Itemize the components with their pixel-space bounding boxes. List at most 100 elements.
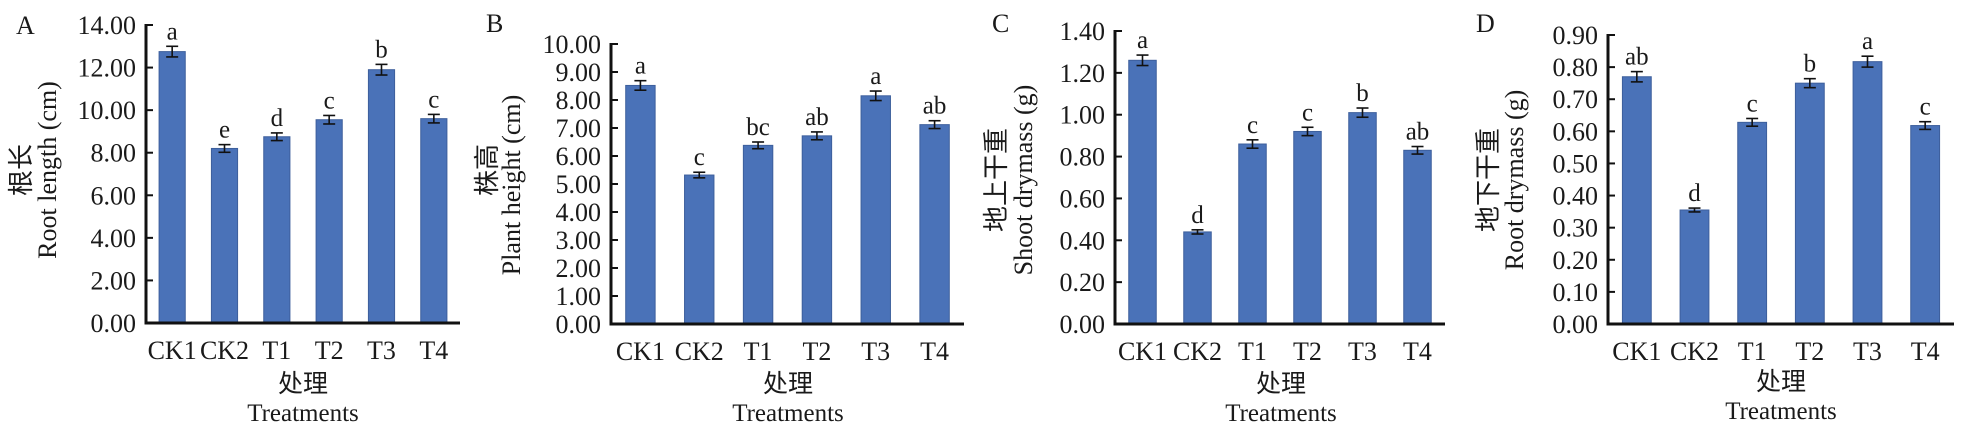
x-tick-label: T2 bbox=[315, 336, 344, 365]
y-tick-label: 1.00 bbox=[1060, 101, 1106, 130]
x-axis-title-cn: 处理 bbox=[1256, 370, 1306, 398]
y-tick-label: 3.00 bbox=[556, 226, 602, 255]
significance-label: c bbox=[1302, 99, 1313, 126]
x-tick-label: T4 bbox=[1403, 337, 1432, 366]
bar bbox=[1852, 61, 1883, 325]
panel-letter: C bbox=[992, 9, 1009, 38]
y-tick-label: 0.60 bbox=[1060, 184, 1106, 213]
y-tick-label: 0.00 bbox=[556, 310, 602, 339]
significance-label: d bbox=[271, 105, 284, 132]
bar bbox=[860, 95, 891, 325]
panel-a: A 根长 Root length (cm) 处理 Treatments 0.00… bbox=[7, 11, 460, 427]
y-tick-label: 0.00 bbox=[1553, 310, 1599, 339]
panel-c: C 地上干重 Shoot drymass (g) 处理 Treatments 0… bbox=[982, 9, 1445, 427]
x-tick-label: CK2 bbox=[200, 336, 249, 365]
y-tick-label: 2.00 bbox=[556, 254, 602, 283]
significance-label: d bbox=[1191, 202, 1204, 229]
y-tick-label: 8.00 bbox=[91, 139, 137, 168]
x-tick-label: T4 bbox=[920, 337, 949, 366]
bar bbox=[1183, 231, 1212, 325]
y-tick-label: 7.00 bbox=[556, 114, 602, 143]
bar bbox=[315, 119, 343, 324]
x-axis-title: Treatments bbox=[247, 400, 359, 427]
x-axis-title: Treatments bbox=[732, 400, 844, 427]
significance-label: ab bbox=[1625, 44, 1649, 71]
y-axis-title: Root drymass (g) bbox=[1500, 90, 1529, 271]
y-tick-label: 14.00 bbox=[78, 11, 137, 40]
significance-label: a bbox=[1137, 27, 1148, 54]
panel-letter: A bbox=[16, 11, 35, 40]
bar bbox=[210, 147, 239, 324]
y-tick-label: 0.10 bbox=[1553, 278, 1599, 307]
bar bbox=[1293, 130, 1322, 325]
panel-d: D 地下干重 Root drymass (g) 处理 Treatments 0.… bbox=[1474, 9, 1954, 425]
y-tick-label: 0.30 bbox=[1553, 214, 1599, 243]
x-tick-label: T1 bbox=[1738, 337, 1767, 366]
y-tick-label: 6.00 bbox=[91, 181, 137, 210]
x-tick-label: CK1 bbox=[616, 337, 665, 366]
y-axis-title: Plant height (cm) bbox=[497, 95, 526, 276]
x-axis-title-cn: 处理 bbox=[278, 370, 328, 398]
x-tick-label: T1 bbox=[262, 336, 291, 365]
y-tick-label: 12.00 bbox=[78, 54, 137, 83]
x-tick-label: T1 bbox=[744, 337, 773, 366]
y-tick-label: 5.00 bbox=[556, 170, 602, 199]
y-tick-label: 0.40 bbox=[1553, 182, 1599, 211]
y-tick-label: 0.60 bbox=[1553, 117, 1599, 146]
y-tick-label: 9.00 bbox=[556, 58, 602, 87]
significance-label: ab bbox=[923, 93, 947, 120]
x-axis-title-cn: 处理 bbox=[1756, 368, 1806, 396]
bar bbox=[420, 118, 448, 324]
x-tick-label: T3 bbox=[367, 336, 396, 365]
x-tick-label: CK1 bbox=[148, 336, 197, 365]
significance-label: b bbox=[1356, 80, 1369, 107]
significance-label: c bbox=[694, 144, 705, 171]
x-tick-label: CK1 bbox=[1118, 337, 1167, 366]
y-tick-label: 0.20 bbox=[1060, 268, 1106, 297]
significance-label: e bbox=[219, 117, 230, 144]
significance-label: c bbox=[1920, 94, 1931, 121]
y-tick-label: 4.00 bbox=[91, 224, 137, 253]
y-tick-label: 10.00 bbox=[543, 30, 602, 59]
y-tick-label: 4.00 bbox=[556, 198, 602, 227]
significance-label: b bbox=[1804, 51, 1817, 78]
bar bbox=[1238, 143, 1267, 325]
significance-label: c bbox=[1747, 90, 1758, 117]
x-axis-title-cn: 处理 bbox=[763, 370, 813, 398]
significance-label: c bbox=[324, 87, 335, 114]
x-tick-label: CK2 bbox=[1173, 337, 1222, 366]
significance-label: bc bbox=[746, 114, 770, 141]
x-tick-label: CK1 bbox=[1612, 337, 1661, 366]
bar bbox=[158, 51, 186, 324]
bar bbox=[1794, 82, 1825, 325]
y-tick-label: 0.80 bbox=[1060, 143, 1106, 172]
y-tick-label: 0.40 bbox=[1060, 226, 1106, 255]
bar bbox=[263, 136, 291, 324]
significance-label: ab bbox=[1406, 119, 1430, 146]
x-tick-label: T2 bbox=[802, 337, 831, 366]
y-axis-title-cn: 地上干重 bbox=[982, 128, 1011, 232]
y-tick-label: 0.50 bbox=[1553, 149, 1599, 178]
bar bbox=[1679, 209, 1710, 325]
bar bbox=[1403, 149, 1432, 325]
y-axis-title-cn: 根长 bbox=[7, 144, 36, 196]
x-tick-label: T4 bbox=[1911, 337, 1940, 366]
y-axis-title: Root length (cm) bbox=[33, 81, 62, 259]
significance-label: c bbox=[1247, 112, 1258, 139]
x-tick-label: T4 bbox=[419, 336, 448, 365]
x-tick-label: T1 bbox=[1238, 337, 1267, 366]
y-axis-title-cn: 株高 bbox=[473, 144, 502, 196]
significance-label: d bbox=[1688, 180, 1701, 207]
x-axis-title: Treatments bbox=[1225, 400, 1337, 427]
y-tick-label: 2.00 bbox=[91, 266, 137, 295]
bar bbox=[625, 84, 656, 325]
x-tick-label: T2 bbox=[1795, 337, 1824, 366]
y-tick-label: 1.40 bbox=[1060, 17, 1106, 46]
bar bbox=[1910, 125, 1941, 325]
significance-label: ab bbox=[805, 104, 829, 131]
x-axis-title: Treatments bbox=[1725, 398, 1837, 425]
bar bbox=[1348, 112, 1377, 325]
x-tick-label: T3 bbox=[861, 337, 890, 366]
x-tick-label: T2 bbox=[1293, 337, 1322, 366]
